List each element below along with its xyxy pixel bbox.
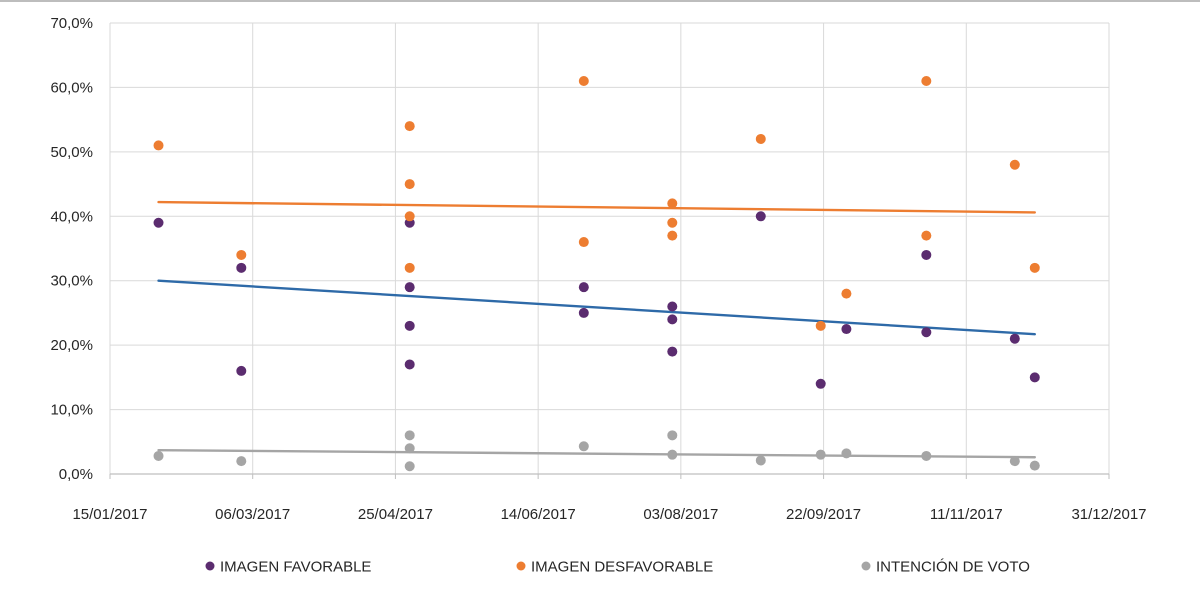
- data-point: [578, 441, 589, 452]
- data-point: [236, 365, 247, 376]
- data-point: [236, 262, 247, 273]
- x-tick-label: 06/03/2017: [215, 506, 290, 523]
- data-point: [667, 346, 678, 357]
- data-point: [841, 448, 852, 459]
- y-tick-label: 20,0%: [50, 337, 93, 354]
- data-point: [236, 456, 247, 467]
- data-point: [815, 378, 826, 389]
- data-point: [153, 217, 164, 228]
- data-point: [667, 314, 678, 325]
- data-point: [404, 211, 415, 222]
- x-tick-label: 11/11/2017: [930, 506, 1003, 523]
- legend-label: IMAGEN FAVORABLE: [220, 559, 371, 576]
- trendlines: [157, 200, 1036, 459]
- data-point: [1029, 460, 1040, 471]
- y-tick-label: 10,0%: [50, 402, 93, 419]
- data-point: [1029, 372, 1040, 383]
- legend-marker: [516, 561, 526, 571]
- trendline: [157, 279, 1036, 336]
- data-point: [755, 455, 766, 466]
- data-point: [667, 230, 678, 241]
- data-point: [153, 140, 164, 151]
- data-point: [755, 211, 766, 222]
- data-point: [1009, 333, 1020, 344]
- x-tick-label: 22/09/2017: [786, 506, 861, 523]
- data-point: [815, 449, 826, 460]
- data-point: [667, 430, 678, 441]
- data-point: [578, 237, 589, 248]
- data-point: [841, 324, 852, 335]
- data-point: [815, 320, 826, 331]
- x-tick-label: 14/06/2017: [501, 506, 576, 523]
- data-points: [153, 75, 1040, 472]
- y-tick-label: 50,0%: [50, 144, 93, 161]
- trendline: [157, 200, 1036, 214]
- y-tick-label: 0,0%: [59, 466, 93, 483]
- data-point: [667, 217, 678, 228]
- data-point: [404, 179, 415, 190]
- data-point: [404, 282, 415, 293]
- y-tick-label: 60,0%: [50, 79, 93, 96]
- data-point: [578, 282, 589, 293]
- data-point: [667, 301, 678, 312]
- data-point: [667, 449, 678, 460]
- trendline: [157, 448, 1036, 459]
- legend: IMAGEN FAVORABLE IMAGEN DESFAVORABLE INTEN…: [205, 559, 1030, 576]
- legend-label: INTENCIÓN DE VOTO: [876, 559, 1030, 576]
- data-point: [755, 133, 766, 144]
- data-point: [921, 450, 932, 461]
- axes: 0,0% 10,0% 20,0% 30,0% 40,0% 50,0% 60,0% 70,0% 1…: [50, 15, 1146, 523]
- data-point: [1029, 262, 1040, 273]
- y-tick-label: 30,0%: [50, 273, 93, 290]
- data-point: [578, 75, 589, 86]
- x-tick-label: 03/08/2017: [643, 506, 718, 523]
- data-point: [921, 327, 932, 338]
- legend-label: IMAGEN DESFAVORABLE: [531, 559, 713, 576]
- legend-marker: [861, 561, 871, 571]
- data-point: [404, 443, 415, 454]
- data-point: [404, 262, 415, 273]
- data-point: [667, 198, 678, 209]
- data-point: [921, 75, 932, 86]
- data-point: [404, 121, 415, 132]
- top-divider: [0, 0, 1200, 2]
- data-point: [921, 230, 932, 241]
- data-point: [921, 249, 932, 260]
- x-tick-label: 15/01/2017: [72, 506, 147, 523]
- x-tick-label: 31/12/2017: [1071, 506, 1146, 523]
- data-point: [404, 461, 415, 472]
- legend-marker: [205, 561, 215, 571]
- gridlines: [110, 22, 1109, 474]
- data-point: [578, 307, 589, 318]
- data-point: [236, 249, 247, 260]
- data-point: [1009, 456, 1020, 467]
- y-tick-label: 40,0%: [50, 208, 93, 225]
- data-point: [153, 450, 164, 461]
- data-point: [404, 430, 415, 441]
- data-point: [841, 288, 852, 299]
- x-tick-label: 25/04/2017: [358, 506, 433, 523]
- data-point: [1009, 159, 1020, 170]
- data-point: [404, 359, 415, 370]
- data-point: [404, 320, 415, 331]
- y-tick-label: 70,0%: [50, 15, 93, 32]
